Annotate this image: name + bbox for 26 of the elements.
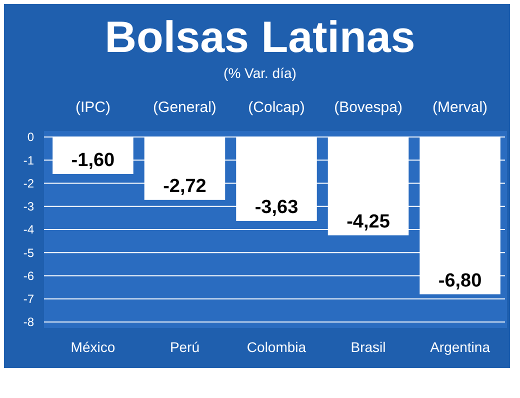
y-tick-label: -3 xyxy=(23,200,34,214)
y-tick-label: -4 xyxy=(23,222,34,237)
text: (Bovespa) xyxy=(334,99,402,116)
y-tick-label: -6 xyxy=(23,268,34,283)
data-label: -3,63 xyxy=(254,196,298,218)
y-tick-label: -1 xyxy=(23,153,34,168)
chart-subtitle: (% Var. día) xyxy=(224,65,296,81)
text: (Merval) xyxy=(432,99,488,116)
text: (IPC) xyxy=(75,99,110,116)
y-tick-label: -2 xyxy=(23,176,34,190)
text: (Colcap) xyxy=(248,99,305,116)
x-tick-label: Brasil xyxy=(350,339,386,355)
data-label: -1,60 xyxy=(71,150,115,171)
y-tick-label: -8 xyxy=(23,315,34,330)
x-tick-label: México xyxy=(70,339,116,355)
x-tick-label: Colombia xyxy=(246,339,306,355)
y-tick-label: -7 xyxy=(23,292,34,306)
data-label: -4,25 xyxy=(346,211,390,232)
chart-title: Bolsas Latinas xyxy=(104,13,416,62)
x-tick-label: Perú xyxy=(170,339,200,355)
x-tick-label: Argentina xyxy=(430,339,490,355)
data-label: -6,80 xyxy=(438,270,482,292)
y-tick-label: -5 xyxy=(23,246,34,260)
data-label: -2,72 xyxy=(163,176,206,197)
text: (General) xyxy=(153,99,216,116)
y-tick-label: 0 xyxy=(27,130,34,144)
